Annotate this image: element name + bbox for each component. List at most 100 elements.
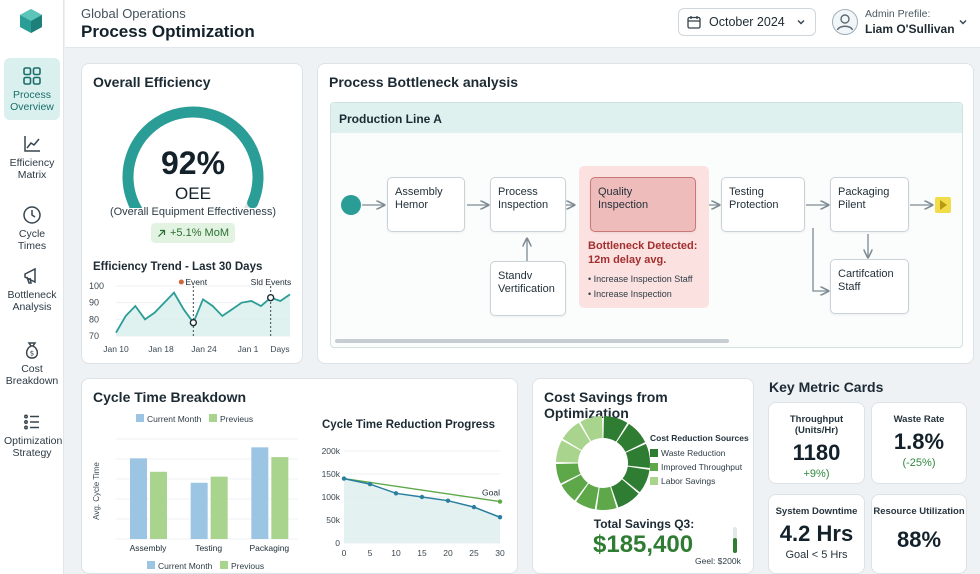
date-picker[interactable]: October 2024	[678, 8, 816, 36]
legend-label: Current Month	[158, 561, 213, 571]
flow-start-node	[341, 195, 361, 215]
legend-label: Waste Reduction	[661, 448, 726, 458]
user-icon	[836, 14, 854, 31]
legend-item: Improved Throughput	[650, 462, 742, 476]
profile-label: Admin Prefile:	[865, 8, 931, 20]
donut-slice	[562, 422, 591, 451]
donut-slice	[616, 423, 646, 452]
x-tick-label: 15	[417, 548, 427, 558]
donut-slice	[622, 466, 650, 493]
bar	[130, 458, 147, 539]
avatar	[832, 9, 858, 35]
y-tick-label: 200k	[322, 446, 341, 456]
production-line-panel: Production Line A Assembly Hemor Process I…	[330, 102, 963, 348]
flow-node-certification-staff[interactable]: Cartifcation Staff	[830, 259, 909, 314]
y-tick-label: 150k	[322, 469, 341, 479]
nav-label: Cost	[21, 363, 43, 375]
legend-swatch	[220, 561, 228, 569]
nav-label: Strategy	[12, 447, 52, 459]
progress-point	[419, 494, 425, 500]
bottleneck-detected-label: Bottleneck Detected:	[588, 240, 698, 252]
card-title: Overall Efficiency	[93, 74, 211, 90]
progress-title: Cycle Time Reduction Progress	[322, 419, 495, 431]
x-tick-label: 25	[469, 548, 479, 558]
x-tick-label: Jan 24	[191, 344, 217, 354]
y-tick-label: 100k	[322, 492, 341, 502]
bottleneck-action: • Increase Inspection	[588, 289, 672, 299]
legend-swatch	[209, 414, 217, 422]
nav-label: Efficiency	[9, 157, 55, 169]
legend-swatch	[650, 477, 658, 485]
nav-item-optimization-strategy[interactable]: Optimization Strategy	[4, 412, 63, 464]
cycle-time-card: Cycle Time Breakdown Avg. Cycle Time Asse…	[81, 378, 518, 574]
flow-node-quality-inspection[interactable]: Quality Inspection	[590, 177, 696, 232]
horizontal-scrollbar	[335, 339, 729, 343]
legend-item: Waste Reduction	[650, 448, 742, 462]
y-axis-label: Avg. Cycle Time	[92, 462, 101, 520]
nav-item-efficiency-matrix[interactable]: Efficiency Matrix	[4, 134, 60, 184]
flow-node-packaging[interactable]: Packaging Pilent	[830, 177, 909, 232]
donut-slice	[603, 416, 628, 442]
legend-swatch	[650, 449, 658, 457]
nav-label: Optimization	[4, 435, 63, 447]
nav-item-cost-breakdown[interactable]: $ Cost Breakdown	[4, 340, 60, 390]
oee-label: OEE	[175, 184, 211, 203]
nav-item-cycle-times[interactable]: Cycle Times	[4, 205, 60, 252]
bar	[271, 457, 289, 539]
card-title: Cycle Time Breakdown	[93, 389, 247, 405]
progress-point	[367, 481, 373, 487]
nav-label: Bottleneck	[7, 289, 57, 301]
oee-gauge	[122, 106, 264, 208]
nav-item-bottleneck-analysis[interactable]: Bottleneck Analysis	[4, 266, 60, 316]
breadcrumb: Global Operations	[81, 6, 186, 21]
y-tick-label: 70	[89, 331, 99, 341]
nav-label: Breakdown	[5, 375, 59, 387]
chevron-down-icon	[797, 20, 805, 25]
donut-slice	[576, 483, 599, 510]
donut-slice	[556, 463, 581, 484]
profile-menu[interactable]: Admin Prefile: Liam O'Sullivan	[832, 6, 972, 40]
x-tick-label: 20	[443, 548, 453, 558]
nav-label: Matrix	[17, 169, 47, 181]
savings-goal-bar	[733, 527, 737, 553]
event-dot	[178, 279, 184, 285]
bottleneck-action: • Increase Inspection Staff	[588, 274, 693, 284]
legend-item: Labor Savings	[650, 476, 742, 490]
flow-node-process-inspection[interactable]: Process Inspection	[490, 177, 566, 232]
bottleneck-delay: 12m delay avg.	[588, 254, 667, 266]
grid-icon	[23, 67, 41, 85]
nav-item-process-overview[interactable]: Process Overview	[4, 58, 60, 120]
y-tick-label: 50k	[326, 515, 340, 525]
flow-node-testing-protection[interactable]: Testing Protection	[721, 177, 805, 232]
legend-swatch	[147, 561, 155, 569]
oee-full-label: (Overall Equipment Effectiveness)	[109, 206, 277, 218]
y-tick-label: 0	[335, 538, 340, 548]
donut-slice	[561, 474, 588, 501]
x-tick-label: 0	[342, 548, 347, 558]
legend-title: Cost Reduction Sources	[650, 433, 749, 443]
calendar-icon	[687, 16, 701, 29]
savings-goal-label: Geel: $200k	[695, 556, 741, 566]
progress-area	[344, 478, 500, 543]
legend-swatch	[650, 463, 658, 471]
x-tick-label: 10	[391, 548, 401, 558]
x-tick-label: Days	[270, 344, 289, 354]
category-label: Packaging	[249, 543, 289, 553]
donut-slice	[580, 416, 603, 442]
annotation-point	[266, 293, 275, 302]
donut-slice	[625, 443, 650, 468]
y-tick-label: 100	[89, 281, 104, 291]
nav-label: Process	[13, 89, 51, 101]
flow-node-standv-verification[interactable]: Standv Vertification	[490, 261, 566, 316]
cycle-time-progress-chart: 0 50k 100k 150k 200k 0 5 10 15 20 25 30 Goal	[322, 446, 505, 558]
progress-point	[471, 504, 477, 510]
donut-slice	[611, 479, 639, 508]
donut-slice	[556, 440, 582, 463]
x-tick-label: Jan 1	[238, 344, 259, 354]
flow-node-assembly[interactable]: Assembly Hemor	[387, 177, 465, 232]
x-tick-label: Jan 18	[148, 344, 174, 354]
progress-point	[497, 515, 503, 520]
metric-card-system-downtime: System Downtime 4.2 Hrs Goal < 5 Hrs	[768, 494, 865, 574]
legend-label: Improved Throughput	[661, 462, 743, 472]
donut-slice	[596, 486, 617, 510]
